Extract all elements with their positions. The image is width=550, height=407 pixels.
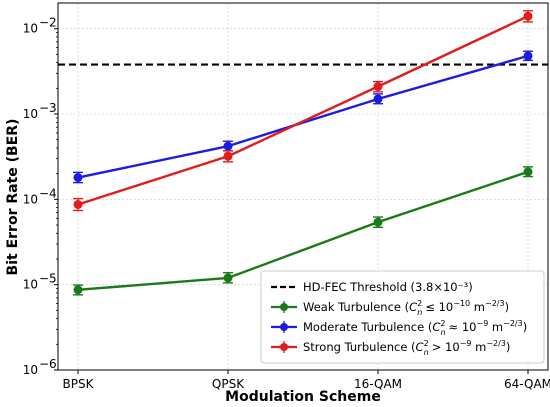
legend-weak-marker-swatch <box>280 303 288 311</box>
legend-moderate-marker-swatch <box>280 323 288 331</box>
cn2-symbol-part: 2 <box>417 299 422 308</box>
legend-strong-marker-swatch <box>280 343 288 351</box>
cn2-symbol-part: n <box>424 348 429 357</box>
legend-text-part: −2/3 <box>486 339 506 348</box>
x-tick-label: BPSK <box>63 377 95 391</box>
y-tick-exponent: −5 <box>39 272 57 286</box>
y-tick-label: 10 <box>23 22 38 36</box>
cn2-symbol-part: C <box>409 300 417 314</box>
cn2-symbol-part: n <box>417 308 422 317</box>
data-point <box>223 273 233 283</box>
data-point <box>523 51 533 61</box>
legend-text-part: ≤ 10 <box>425 300 453 314</box>
series-weak-line <box>77 170 529 292</box>
legend-text-part: −9 <box>476 319 488 328</box>
legend-text-part: −10 <box>453 299 470 308</box>
legend-text-part: Moderate Turbulence ( <box>303 320 432 334</box>
data-point <box>373 94 383 104</box>
legend-text-part: m <box>471 340 486 354</box>
series-moderate <box>73 50 533 184</box>
legend-text-part: ) <box>505 300 510 314</box>
y-tick-exponent: −3 <box>39 101 57 115</box>
cn2-symbol-part: 2 <box>440 319 445 328</box>
y-tick-label: 10 <box>23 278 38 292</box>
x-tick-label: QPSK <box>212 377 245 391</box>
x-axis-title: Modulation Scheme <box>225 389 381 405</box>
cn2-symbol-part: n <box>440 328 445 337</box>
data-point <box>373 217 383 227</box>
legend-box <box>260 270 545 364</box>
legend: HD-FEC Threshold (3.8×10⁻³) Weak Turbulen… <box>260 270 545 364</box>
y-tick-label: 10 <box>23 192 38 206</box>
legend-text-part: −2/3 <box>503 319 523 328</box>
legend-moderate-label: Moderate Turbulence (C2 n ≈ 10−9 m−2/3) <box>303 319 527 337</box>
cn2-symbol-part: 2 <box>424 339 429 348</box>
legend-threshold-label: HD-FEC Threshold (3.8×10⁻³) <box>303 280 473 294</box>
y-tick-label: 10 <box>23 363 38 377</box>
cn2-symbol-part: C <box>432 320 440 334</box>
y-tick-mantissa: 10 <box>23 363 38 377</box>
legend-text-part: −2/3 <box>485 299 505 308</box>
data-point <box>73 173 83 183</box>
series-layer <box>73 10 533 296</box>
y-tick-exponent: −2 <box>39 16 57 30</box>
data-point <box>223 141 233 151</box>
series-strong <box>73 10 533 212</box>
data-point <box>73 285 83 295</box>
y-tick-mantissa: 10 <box>23 22 38 36</box>
legend-text-part: ) <box>506 340 511 354</box>
legend-text-part: m <box>488 320 503 334</box>
legend-text-part: ) <box>523 320 528 334</box>
y-axis-title: Bit Error Rate (BER) <box>5 119 21 276</box>
legend-strong-label: Strong Turbulence (C2 n > 10−9 m−2/3) <box>303 339 510 357</box>
data-point <box>523 167 533 177</box>
cn2-symbol-part: C <box>416 340 424 354</box>
y-tick-label: 10 <box>23 107 38 121</box>
legend-weak-label: Weak Turbulence (C2 n ≤ 10−10 m−2/3) <box>303 299 509 317</box>
y-tick-exponent: −6 <box>39 357 57 371</box>
y-tick-exponent: −4 <box>39 186 57 200</box>
legend-text-part: Weak Turbulence ( <box>303 300 409 314</box>
x-tick-label: 16-QAM <box>354 377 402 391</box>
legend-text-part: m <box>470 300 485 314</box>
series-weak <box>73 166 533 296</box>
y-tick-mantissa: 10 <box>23 107 38 121</box>
legend-text-part: Strong Turbulence ( <box>303 340 416 354</box>
legend-text-part: > 10 <box>432 340 460 354</box>
data-point <box>373 82 383 92</box>
data-point <box>223 151 233 161</box>
y-tick-mantissa: 10 <box>23 278 38 292</box>
data-point <box>73 200 83 210</box>
plot-frame <box>57 2 549 371</box>
data-point <box>523 11 533 21</box>
x-tick-label: 64-QAM <box>504 377 550 391</box>
legend-text-part: −9 <box>460 339 472 348</box>
y-tick-mantissa: 10 <box>23 192 38 206</box>
series-moderate-line <box>77 54 529 179</box>
legend-text-part: ≈ 10 <box>449 320 477 334</box>
series-strong-line <box>77 15 529 206</box>
